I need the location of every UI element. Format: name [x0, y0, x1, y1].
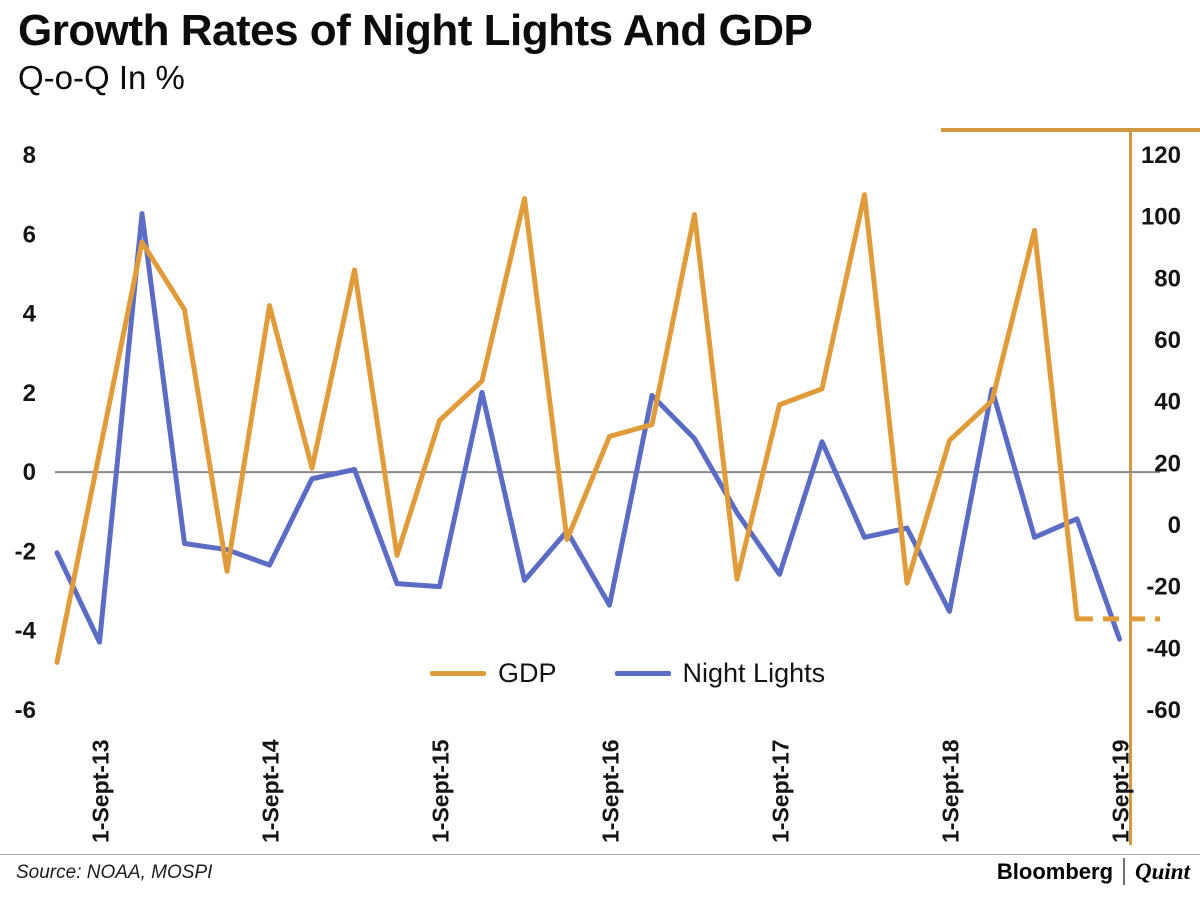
chart-subtitle: Q-o-Q In % — [18, 59, 185, 97]
x-axis-tick-1-Sept-14: 1-Sept-14 — [258, 739, 284, 843]
x-axis-tick-1-Sept-15: 1-Sept-15 — [428, 739, 454, 843]
x-axis-tick-1-Sept-18: 1-Sept-18 — [938, 739, 964, 843]
left-axis-tick--4: -4 — [15, 618, 37, 645]
right-axis-tick-20: 20 — [1154, 450, 1181, 477]
right-axis-tick-0: 0 — [1168, 512, 1181, 539]
right-accent-rule — [1129, 128, 1132, 845]
right-axis-tick-40: 40 — [1154, 389, 1181, 416]
night-lights-line — [54, 211, 1122, 645]
chart-legend: GDP Night Lights — [430, 658, 825, 689]
right-axis-tick-80: 80 — [1154, 265, 1181, 292]
brand-divider-bar — [1123, 858, 1126, 885]
right-axis-tick-120: 120 — [1141, 142, 1181, 169]
quint-wordmark: Quint — [1135, 858, 1190, 884]
top-right-accent-rule — [941, 128, 1200, 132]
night-lights-legend-swatch — [614, 671, 671, 676]
left-axis-tick--6: -6 — [15, 697, 36, 724]
right-axis-tick-60: 60 — [1154, 327, 1181, 354]
gdp-line — [54, 192, 1080, 665]
footer-divider — [0, 854, 1200, 855]
left-axis-tick-4: 4 — [23, 301, 37, 328]
x-axis-tick-1-Sept-13: 1-Sept-13 — [88, 739, 114, 843]
gdp-legend-swatch — [430, 671, 486, 676]
x-axis-tick-1-Sept-17: 1-Sept-17 — [768, 739, 794, 843]
chart-title: Growth Rates of Night Lights And GDP — [18, 6, 813, 55]
night-lights-legend-item: Night Lights — [614, 658, 826, 689]
x-axis-tick-1-Sept-19: 1-Sept-19 — [1108, 739, 1134, 843]
night-lights-legend-label: Night Lights — [682, 658, 826, 688]
bloomberg-wordmark: Bloomberg — [996, 858, 1114, 884]
brand-logo: Bloomberg Quint — [997, 858, 1190, 885]
left-axis-tick-8: 8 — [23, 142, 36, 169]
left-axis-tick--2: -2 — [15, 538, 36, 565]
right-axis-tick--20: -20 — [1146, 574, 1181, 601]
gdp-legend-label: GDP — [498, 658, 557, 688]
source-note: Source: NOAA, MOSPI — [16, 862, 213, 883]
left-axis-tick-0: 0 — [23, 459, 36, 486]
right-axis-tick-100: 100 — [1141, 204, 1181, 231]
left-axis-tick-2: 2 — [23, 380, 36, 407]
gdp-legend-item: GDP — [430, 658, 557, 689]
x-axis-tick-1-Sept-16: 1-Sept-16 — [598, 739, 624, 843]
chart-header: Growth Rates of Night Lights And GDP Q-o… — [18, 6, 813, 97]
right-axis-tick--60: -60 — [1146, 697, 1181, 724]
left-axis-tick-6: 6 — [23, 221, 36, 248]
right-axis-tick--40: -40 — [1146, 635, 1181, 662]
